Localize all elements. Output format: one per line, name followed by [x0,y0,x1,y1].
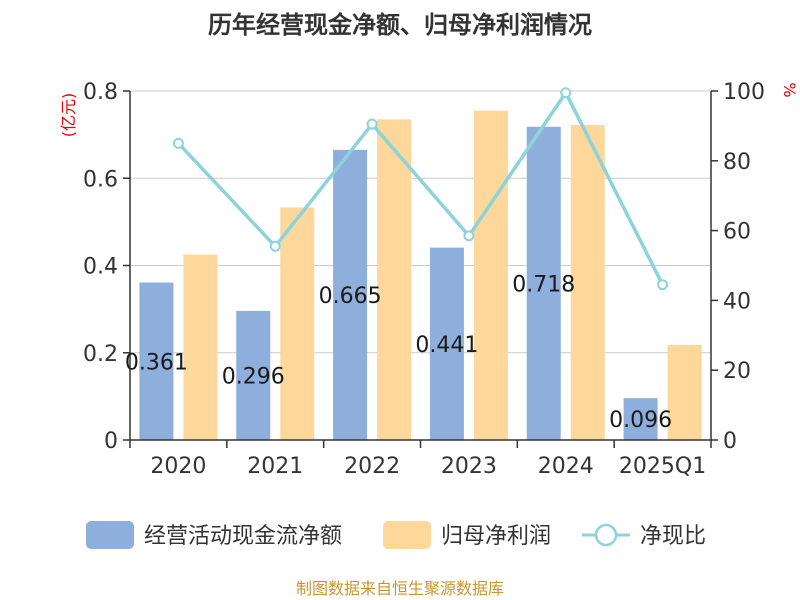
line-series [172,87,669,291]
bar-series [139,110,702,441]
line-point [172,137,184,149]
left-tick-label: 0.4 [83,255,118,280]
legend: 经营活动现金流净额 归母净利润 净现比 [86,521,706,549]
left-tick-label: 0.2 [83,342,118,367]
data-labels: 0.361 0.296 0.665 0.441 0.718 0.096 [125,272,672,433]
bar [236,310,271,440]
bar [570,125,605,440]
legend-label: 净现比 [640,524,706,549]
right-tick-label: 0 [723,429,737,454]
right-tick-label: 60 [723,220,751,245]
right-tick-label: 20 [723,359,751,384]
bar [333,149,368,441]
axes: 0 0.2 0.4 0.6 0.8 0 20 40 60 80 100 2020 2021 2022 202… [83,80,765,479]
x-tick-label: 2025Q1 [619,454,706,479]
bar-data-label: 0.296 [222,364,285,389]
bar-data-label: 0.096 [609,408,672,433]
bar [667,344,702,440]
x-tick-label: 2024 [538,454,594,479]
bar [183,254,218,440]
legend-label: 经营活动现金流净额 [144,524,342,549]
bar-data-label: 0.718 [512,272,575,297]
right-tick-label: 80 [723,150,751,175]
bar [526,126,561,441]
right-tick-label: 40 [723,289,751,314]
bar [473,110,508,440]
left-tick-label: 0.6 [83,167,118,192]
line-point [560,87,572,99]
x-tick-label: 2021 [247,454,303,479]
bar [429,247,464,440]
legend-label: 归母净利润 [441,524,551,549]
right-axis-unit: % [780,82,799,97]
bar-data-label: 0.665 [319,284,382,309]
left-axis-unit: (亿元) [59,93,78,138]
legend-swatch-marker [594,523,618,547]
bar-data-label: 0.441 [415,333,478,358]
x-tick-label: 2022 [344,454,400,479]
line-point [657,279,669,291]
line-path [177,89,665,286]
left-tick-label: 0 [104,429,118,454]
bar [139,282,174,440]
chart-title: 历年经营现金净额、归母净利润情况 [208,11,592,39]
line-point [269,240,281,252]
x-tick-label: 2023 [441,454,497,479]
bar [280,207,315,440]
legend-swatch [383,521,431,549]
line-point [463,230,475,242]
x-tick-label: 2020 [150,454,206,479]
line-point [366,118,378,130]
source-note: 制图数据来自恒生聚源数据库 [296,579,504,598]
legend-swatch [86,521,134,549]
left-tick-label: 0.8 [83,80,118,105]
bar-data-label: 0.361 [125,350,188,375]
bar [623,398,658,440]
right-tick-label: 100 [723,80,765,105]
bar [377,119,412,440]
